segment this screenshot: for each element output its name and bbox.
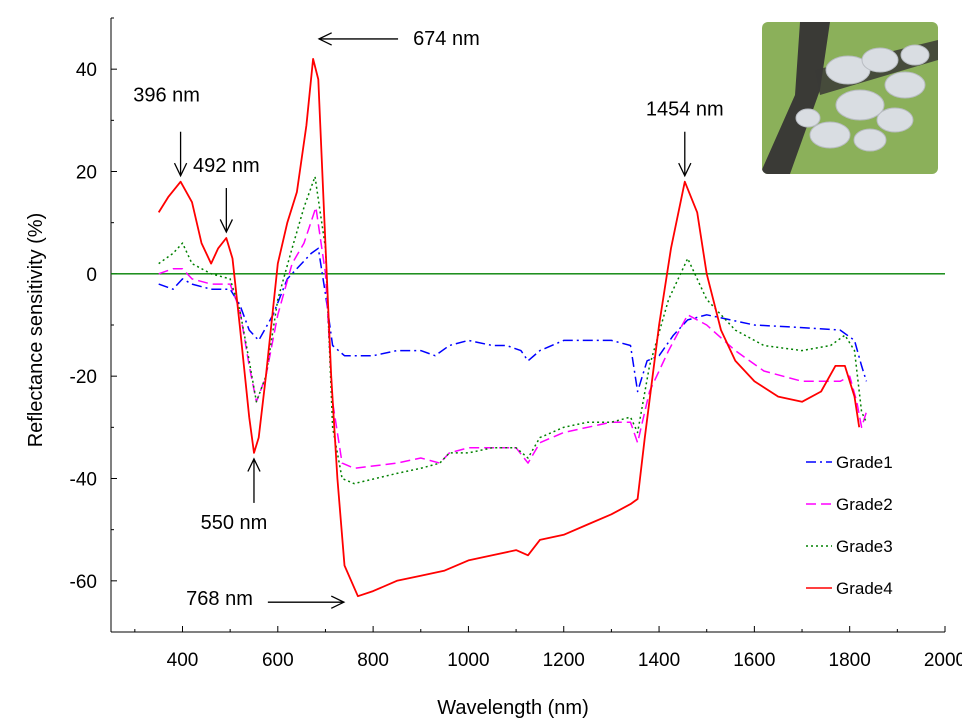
photo-content — [762, 22, 938, 174]
y-tick-label: -20 — [70, 367, 97, 388]
x-tick-label: 400 — [167, 650, 199, 671]
x-axis-title: Wavelength (nm) — [437, 697, 589, 719]
legend-label-grade2: Grade2 — [836, 495, 893, 514]
annotation-768-nm-arrow-head — [330, 595, 346, 609]
x-tick-label: 2000 — [924, 650, 962, 671]
annotation-550-nm-arrow-head — [247, 457, 261, 472]
photo-stem — [762, 22, 830, 174]
annotation-768-nm-label: 768 nm — [186, 588, 253, 610]
x-tick-label: 800 — [357, 650, 389, 671]
series-line-grade3 — [158, 175, 868, 485]
mealybug-6 — [876, 107, 914, 133]
x-tick-label: 1600 — [733, 650, 775, 671]
legend-label-grade1: Grade1 — [836, 453, 893, 472]
annotation-396-nm-arrow-head — [173, 162, 188, 178]
mealybug-2 — [861, 47, 899, 73]
series-line-grade2 — [158, 206, 868, 470]
y-tick-label: 20 — [76, 163, 97, 184]
mealybug-4 — [835, 89, 885, 121]
mealybug-9 — [853, 128, 887, 152]
legend-label-grade4: Grade4 — [836, 579, 893, 598]
legend: Grade1 Grade2 Grade3 Grade4 — [806, 453, 893, 598]
mealybug-5 — [809, 121, 851, 149]
peak-annotations: 396 nm 492 nm 550 nm 674 nm 768 nm 1454 nm — [133, 28, 723, 610]
mealybug-photo-inset — [762, 22, 938, 174]
annotation-492-nm-label: 492 nm — [193, 155, 260, 177]
x-tick-label: 1800 — [829, 650, 871, 671]
x-tick-label: 600 — [262, 650, 294, 671]
plot-axes: 400 600 800 1000 1200 1400 1600 1800 2000 40 20 0 -2… — [70, 17, 962, 671]
annotation-1454-nm-label: 1454 nm — [646, 99, 724, 121]
annotation-1454-nm-arrow-head — [678, 162, 692, 178]
mealybug-8 — [795, 108, 821, 128]
annotation-674-nm-arrow-head — [317, 32, 332, 46]
annotation-550-nm-label: 550 nm — [201, 512, 268, 534]
y-axis-title: Reflectance sensitivity (%) — [25, 213, 47, 448]
x-tick-label: 1000 — [447, 650, 489, 671]
y-tick-label: 0 — [86, 265, 97, 286]
axis-titles: Wavelength (nm) Reflectance sensitivity … — [25, 213, 589, 719]
series-line-grade4 — [157, 58, 861, 598]
x-tick-label: 1400 — [638, 650, 680, 671]
x-tick-label: 1200 — [543, 650, 585, 671]
annotation-674-nm-label: 674 nm — [413, 28, 480, 50]
y-tick-label: 40 — [76, 60, 97, 81]
annotation-492-nm-arrow-head — [219, 219, 234, 234]
y-tick-label: -60 — [70, 572, 97, 593]
series-lines — [157, 58, 868, 598]
mealybug-7 — [900, 44, 930, 66]
y-tick-label: -40 — [70, 470, 97, 491]
series-line-grade1 — [158, 247, 868, 393]
annotation-396-nm-label: 396 nm — [133, 85, 200, 107]
mealybug-3 — [884, 71, 926, 99]
legend-label-grade3: Grade3 — [836, 537, 893, 556]
